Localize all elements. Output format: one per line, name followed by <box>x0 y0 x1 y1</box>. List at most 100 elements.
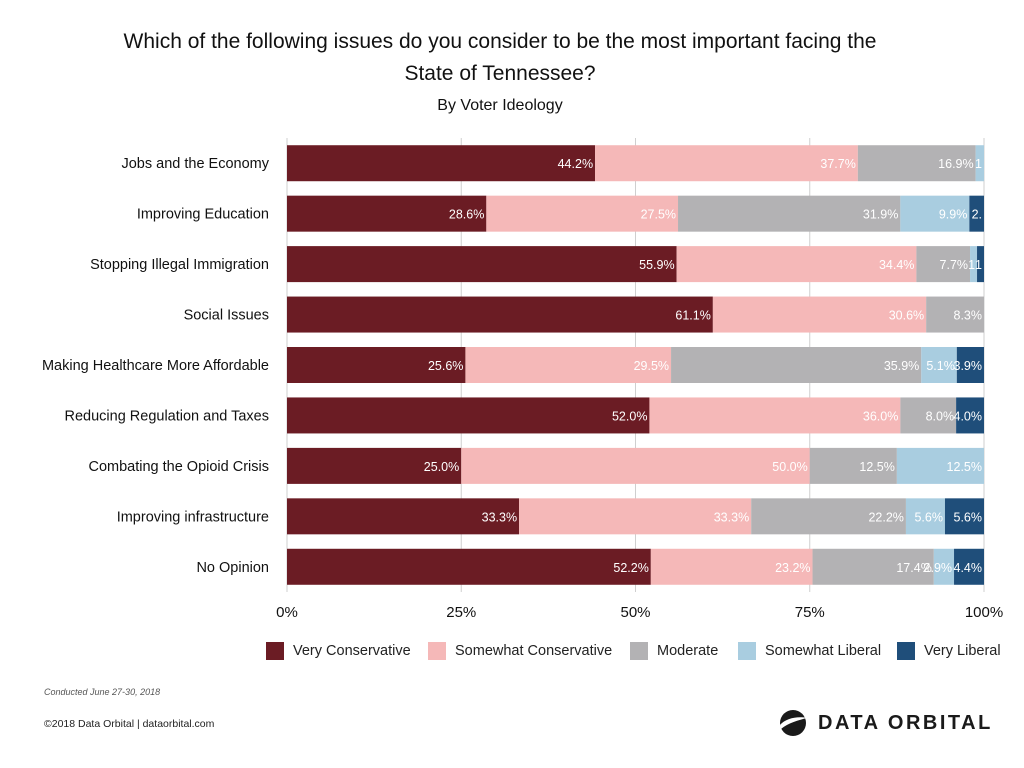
orbit-logo-icon <box>780 710 807 736</box>
bar-segment-somewhat-liberal <box>975 145 984 182</box>
data-label: 2.9% <box>924 561 953 575</box>
data-label: 33.3% <box>714 510 749 524</box>
data-label: 36.0% <box>863 409 898 423</box>
bar-segment-somewhat-liberal <box>900 195 970 232</box>
bar-segment-moderate <box>900 397 957 434</box>
bar-segment-very-liberal <box>977 246 984 283</box>
data-label: 31.9% <box>863 208 898 222</box>
legend-swatch <box>897 642 915 660</box>
bar-segment-somewhat-liberal <box>970 246 978 283</box>
bar-segment-very-conservative <box>287 548 651 585</box>
data-label: 44.2% <box>558 157 593 171</box>
legend-label: Somewhat Conservative <box>455 643 613 659</box>
data-label: 50.0% <box>772 460 807 474</box>
data-label: 12.5% <box>859 460 894 474</box>
data-label: 52.2% <box>613 561 648 575</box>
bar-segment-very-conservative <box>287 447 462 484</box>
bar-segment-very-conservative <box>287 246 677 283</box>
legend-item-very-conservative: Very Conservative <box>266 640 411 662</box>
bar-segment-very-conservative <box>287 347 466 383</box>
bar-segment-moderate <box>916 246 971 283</box>
data-label: 37.7% <box>820 157 855 171</box>
category-label-social-issues: Social Issues <box>184 308 269 324</box>
legend-item-very-liberal: Very Liberal <box>897 640 1001 662</box>
data-label: 27.5% <box>641 208 676 222</box>
chart-subtitle: By Voter Ideology <box>437 97 563 114</box>
data-label: 9.9% <box>939 208 968 222</box>
legend-label: Very Liberal <box>924 643 1001 659</box>
category-label-reducing-regulation-and-taxes: Reducing Regulation and Taxes <box>65 408 270 424</box>
category-label-combating-the-opioid-crisis: Combating the Opioid Crisis <box>88 459 269 475</box>
x-tick-label: 50% <box>620 604 650 621</box>
bar-segment-moderate <box>751 498 906 535</box>
bar-segment-somewhat-conservative <box>676 246 917 283</box>
bar-segment-moderate <box>812 548 934 585</box>
bar-segment-very-conservative <box>287 498 520 535</box>
legend-label: Somewhat Liberal <box>765 643 882 659</box>
legend-swatch <box>630 642 648 660</box>
bar-segment-somewhat-conservative <box>519 498 752 535</box>
data-label: 1 <box>975 157 982 171</box>
bar-segment-very-liberal <box>956 397 984 434</box>
bar-segment-somewhat-conservative <box>649 397 901 434</box>
data-label: 55.9% <box>639 258 674 272</box>
legend-swatch <box>266 642 284 660</box>
bar-segment-somewhat-conservative <box>650 548 813 585</box>
data-label: 17.4% <box>896 561 931 575</box>
bar-segment-moderate <box>678 195 901 232</box>
bar-segment-very-conservative <box>287 296 713 333</box>
chart-legend: Very Conservative Somewhat Conservative Mo… <box>0 640 1024 664</box>
bar-segment-somewhat-conservative <box>465 347 672 383</box>
bar-segment-very-conservative <box>287 195 487 232</box>
bar-segment-somewhat-liberal <box>921 347 957 383</box>
data-label: 8.0% <box>926 409 955 423</box>
bar-segment-very-conservative <box>287 397 650 434</box>
data-label: 35.9% <box>884 359 919 373</box>
legend-swatch <box>428 642 446 660</box>
data-label: 1 <box>968 258 975 272</box>
data-label: 5.6% <box>954 510 983 524</box>
data-label: 23.2% <box>775 561 810 575</box>
category-label-stopping-illegal-immigration: Stopping Illegal Immigration <box>90 257 269 273</box>
bar-segment-very-conservative <box>287 145 596 182</box>
bar-segment-somewhat-conservative <box>595 145 858 182</box>
survey-date-note: Conducted June 27-30, 2018 <box>44 687 161 697</box>
bar-segment-moderate <box>857 145 976 182</box>
data-label: 52.0% <box>612 409 647 423</box>
data-label: 33.3% <box>482 510 517 524</box>
data-label: 3.9% <box>954 359 983 373</box>
legend-label: Very Conservative <box>293 643 411 659</box>
bar-segment-somewhat-conservative <box>486 195 679 232</box>
bar-segment-moderate <box>926 296 984 333</box>
data-label: 61.1% <box>675 309 710 323</box>
bar-segment-somewhat-liberal <box>933 548 955 585</box>
bar-segment-somewhat-liberal <box>905 498 945 535</box>
data-label: 2. <box>972 208 982 222</box>
bar-segment-moderate <box>671 347 922 383</box>
legend-item-somewhat-liberal: Somewhat Liberal <box>738 640 881 662</box>
data-label: 4.4% <box>954 561 983 575</box>
data-label: 34.4% <box>879 258 914 272</box>
data-label: 30.6% <box>889 309 924 323</box>
bar-segment-very-liberal <box>969 195 984 232</box>
category-label-no-opinion: No Opinion <box>196 560 269 576</box>
bar-segment-somewhat-liberal <box>896 447 984 484</box>
stacked-bar-chart: 0% 25% 50% 75% 100% Jobs and the Economy 44.2%… <box>42 138 1003 621</box>
bar-segment-moderate <box>809 447 897 484</box>
data-label: 16.9% <box>938 157 973 171</box>
bar-segment-very-liberal <box>944 498 984 535</box>
category-label-making-healthcare-more-affordable: Making Healthcare More Affordable <box>42 358 269 374</box>
data-label: 29.5% <box>634 359 669 373</box>
x-tick-label: 100% <box>965 604 1003 621</box>
bar-segment-somewhat-conservative <box>461 447 810 484</box>
data-label: 25.6% <box>428 359 463 373</box>
bar-segment-very-liberal <box>954 548 984 585</box>
copyright-text: ©2018 Data Orbital | dataorbital.com <box>44 718 215 730</box>
chart-title: Which of the following issues do you con… <box>123 30 877 85</box>
legend-item-somewhat-conservative: Somewhat Conservative <box>428 640 612 662</box>
bar-segment-very-liberal <box>956 347 984 383</box>
x-tick-label: 0% <box>276 604 298 621</box>
legend-label: Moderate <box>657 643 719 659</box>
data-label: 12.5% <box>947 460 982 474</box>
brand-logo: DATA ORBITAL <box>778 706 993 740</box>
